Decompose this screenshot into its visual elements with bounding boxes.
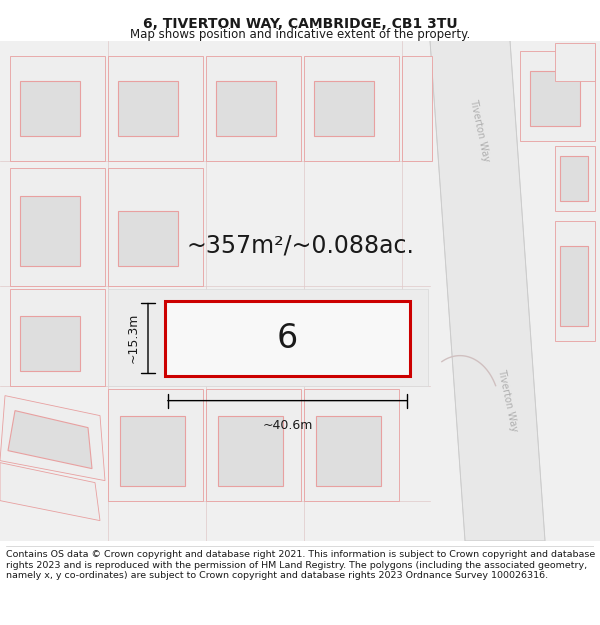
Bar — [165, 301, 410, 376]
Bar — [316, 416, 381, 486]
Bar — [120, 416, 185, 486]
Bar — [520, 51, 595, 141]
Bar — [555, 42, 595, 81]
Text: Map shows position and indicative extent of the property.: Map shows position and indicative extent… — [130, 28, 470, 41]
Bar — [402, 56, 432, 161]
Bar — [108, 56, 203, 161]
Bar — [20, 316, 80, 371]
Text: Tiverton Way: Tiverton Way — [496, 368, 520, 433]
Text: 6: 6 — [277, 322, 298, 354]
Bar — [560, 156, 588, 201]
Bar — [530, 71, 580, 126]
Text: Tiverton Way: Tiverton Way — [469, 98, 491, 163]
Bar — [555, 146, 595, 211]
Bar — [118, 81, 178, 136]
Bar — [304, 389, 399, 501]
Text: ~15.3m: ~15.3m — [127, 313, 140, 363]
Bar — [206, 389, 301, 501]
Bar — [560, 246, 588, 326]
Bar — [304, 56, 399, 161]
Bar — [10, 56, 105, 161]
Polygon shape — [0, 396, 105, 481]
Text: Contains OS data © Crown copyright and database right 2021. This information is : Contains OS data © Crown copyright and d… — [6, 550, 595, 580]
Text: ~357m²/~0.088ac.: ~357m²/~0.088ac. — [186, 234, 414, 258]
Bar — [206, 56, 301, 161]
Text: ~40.6m: ~40.6m — [262, 419, 313, 432]
Polygon shape — [8, 411, 92, 469]
Bar — [118, 211, 178, 266]
Bar — [218, 416, 283, 486]
Bar — [555, 221, 595, 341]
Bar — [20, 81, 80, 136]
Bar — [216, 81, 276, 136]
Polygon shape — [0, 462, 100, 521]
Bar — [314, 81, 374, 136]
Polygon shape — [430, 41, 545, 541]
Bar — [108, 168, 203, 286]
Bar — [108, 389, 203, 501]
Bar — [108, 289, 428, 386]
Bar — [10, 289, 105, 386]
Bar — [10, 168, 105, 286]
Text: 6, TIVERTON WAY, CAMBRIDGE, CB1 3TU: 6, TIVERTON WAY, CAMBRIDGE, CB1 3TU — [143, 17, 457, 31]
Bar — [20, 196, 80, 266]
